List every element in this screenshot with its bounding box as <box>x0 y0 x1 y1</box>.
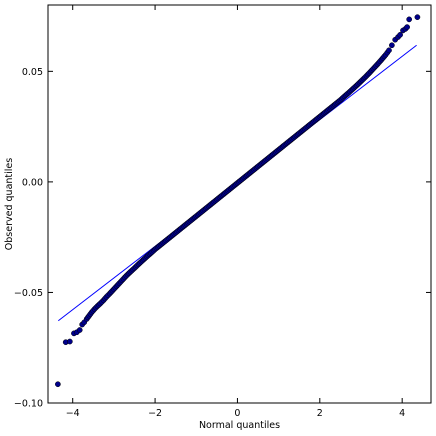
x-tick-label: −2 <box>148 408 162 419</box>
data-point <box>386 47 392 54</box>
y-tick-label: 0.00 <box>22 177 43 188</box>
data-point <box>406 16 413 23</box>
data-point <box>389 42 395 49</box>
data-point <box>66 338 73 345</box>
y-axis-label: Observed quantiles <box>4 158 15 250</box>
ticks-layer: −4 −2 0 2 4 −0.10 −0.05 0.00 0.05 <box>14 5 431 419</box>
x-axis-label: Normal quantiles <box>199 420 280 431</box>
x-tick-label: −4 <box>66 408 80 419</box>
data-point <box>397 32 403 38</box>
data-point <box>414 14 421 21</box>
y-tick-label: 0.05 <box>22 67 43 78</box>
data-point <box>404 24 410 30</box>
y-tick-label: −0.05 <box>14 288 43 299</box>
x-tick-label: 0 <box>234 408 240 419</box>
plot-frame <box>47 4 432 404</box>
points-layer <box>55 14 421 388</box>
x-tick-label: 2 <box>317 408 323 419</box>
data-point <box>55 381 61 388</box>
x-tick-label: 4 <box>399 408 405 419</box>
data-point <box>76 327 83 333</box>
y-tick-label: −0.10 <box>14 399 43 410</box>
